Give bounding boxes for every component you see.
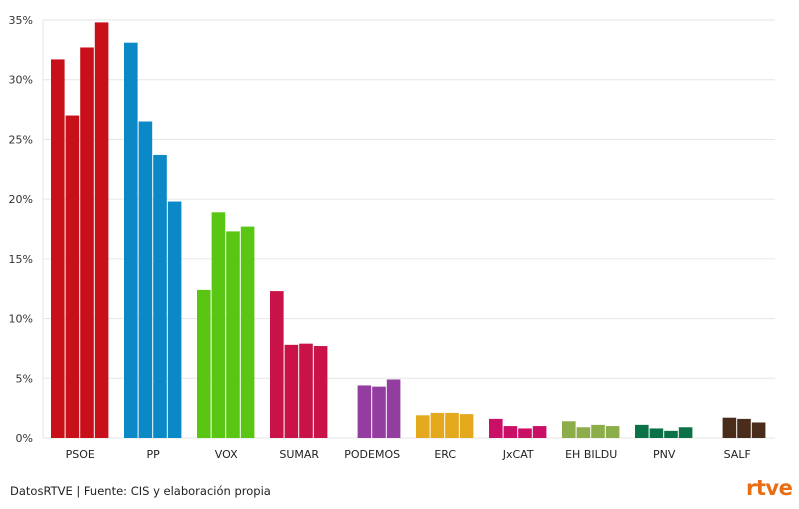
bar-vox bbox=[197, 289, 211, 438]
bar-erc bbox=[430, 412, 445, 438]
bar-erc bbox=[416, 415, 430, 438]
bar-pnv bbox=[649, 428, 664, 438]
bar-pp bbox=[138, 121, 153, 438]
bar-sumar bbox=[313, 346, 328, 438]
y-tick-label: 5% bbox=[16, 372, 33, 385]
x-tick-label: ERC bbox=[434, 448, 456, 461]
x-tick-label: VOX bbox=[215, 448, 238, 461]
bar-pnv bbox=[635, 424, 649, 438]
bar-pnv bbox=[664, 430, 678, 438]
bar-eh-bildu bbox=[591, 424, 605, 438]
x-tick-label: JxCAT bbox=[502, 448, 534, 461]
bar-psoe bbox=[51, 59, 65, 438]
bar-salf bbox=[737, 418, 751, 438]
bar-psoe bbox=[94, 22, 109, 438]
bar-podemos bbox=[386, 379, 401, 438]
bar-vox bbox=[226, 231, 240, 438]
x-tick-label: EH BILDU bbox=[565, 448, 617, 461]
bar-jxcat bbox=[503, 426, 518, 438]
bar-jxcat bbox=[532, 426, 547, 438]
bar-eh-bildu bbox=[562, 421, 576, 438]
bar-pp bbox=[153, 154, 167, 438]
x-tick-label: PP bbox=[147, 448, 161, 461]
bar-podemos bbox=[372, 386, 386, 438]
bar-chart: 0% 5% 10% 15% 20% 25% 30% 35% PSOE PP VOX SUMAR PODE… bbox=[9, 14, 775, 461]
bar-pp bbox=[167, 201, 182, 438]
bar-erc bbox=[445, 412, 459, 438]
y-tick-label: 15% bbox=[9, 253, 33, 266]
bar-podemos bbox=[357, 385, 372, 438]
y-tick-label: 35% bbox=[9, 14, 33, 27]
bar-erc bbox=[459, 414, 474, 438]
x-tick-label: PODEMOS bbox=[344, 448, 400, 461]
x-tick-label: PSOE bbox=[66, 448, 95, 461]
rtve-logo: rtve bbox=[746, 476, 793, 500]
bar-pp bbox=[124, 42, 138, 438]
bar-sumar bbox=[299, 343, 313, 438]
y-tick-label: 0% bbox=[16, 432, 33, 445]
bar-jxcat bbox=[518, 428, 532, 438]
bar-salf bbox=[722, 417, 737, 438]
bar-eh-bildu bbox=[576, 427, 591, 438]
source-note: DatosRTVE | Fuente: CIS y elaboración pr… bbox=[10, 484, 271, 498]
y-tick-label: 30% bbox=[9, 74, 33, 87]
y-tick-label: 25% bbox=[9, 133, 33, 146]
bar-psoe bbox=[80, 47, 94, 439]
y-tick-label: 10% bbox=[9, 313, 33, 326]
bar-eh-bildu bbox=[605, 426, 620, 438]
bar-salf bbox=[751, 422, 766, 438]
x-tick-label: SALF bbox=[724, 448, 751, 461]
x-tick-label: SUMAR bbox=[279, 448, 319, 461]
bar-vox bbox=[211, 212, 226, 438]
y-tick-label: 20% bbox=[9, 193, 33, 206]
bar-sumar bbox=[284, 344, 299, 438]
bar-sumar bbox=[270, 291, 284, 438]
bar-pnv bbox=[678, 427, 693, 438]
bar-jxcat bbox=[489, 418, 503, 438]
bar-psoe bbox=[65, 115, 80, 439]
x-tick-label: PNV bbox=[653, 448, 676, 461]
bar-vox bbox=[240, 226, 255, 438]
